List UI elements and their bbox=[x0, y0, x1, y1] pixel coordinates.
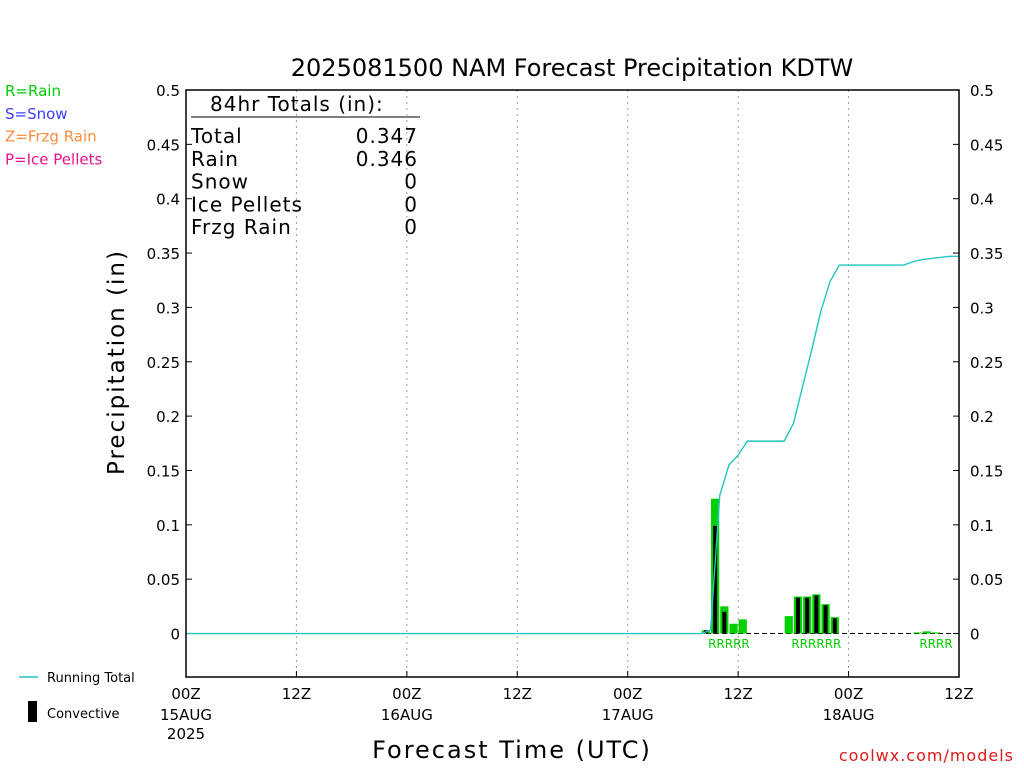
rain-bar bbox=[913, 632, 922, 634]
y-tick-label-left: 0.1 bbox=[156, 517, 180, 535]
y-tick-label-left: 0.35 bbox=[147, 245, 180, 263]
type-key-entry: S=Snow bbox=[5, 105, 68, 123]
y-tick-label-left: 0 bbox=[170, 626, 180, 644]
rain-bar bbox=[931, 632, 941, 634]
y-tick-label-right: 0.3 bbox=[970, 299, 994, 317]
legend-running-total-label: Running Total bbox=[47, 671, 135, 686]
x-tick-label: 00Z bbox=[171, 685, 200, 703]
y-tick-label-right: 0.4 bbox=[970, 191, 994, 209]
y-tick-label-left: 0.05 bbox=[147, 571, 180, 589]
y-tick-label-right: 0.1 bbox=[970, 517, 994, 535]
x-axis-label: Forecast Time (UTC) bbox=[372, 736, 652, 764]
y-tick-label-left: 0.5 bbox=[156, 82, 180, 100]
x-tick-date: 15AUG bbox=[160, 706, 212, 724]
rain-bar bbox=[738, 619, 747, 634]
y-tick-label-right: 0.25 bbox=[970, 354, 1003, 372]
y-tick-label-left: 0.3 bbox=[156, 299, 180, 317]
totals-row-label: Rain bbox=[191, 147, 239, 171]
y-tick-label-right: 0.35 bbox=[970, 245, 1003, 263]
rain-bar bbox=[922, 631, 931, 634]
x-tick-label: 12Z bbox=[503, 685, 532, 703]
precip-type-label: RRRR bbox=[919, 637, 952, 651]
x-tick-date: 17AUG bbox=[602, 706, 654, 724]
y-tick-label-right: 0.2 bbox=[970, 408, 994, 426]
convective-bar bbox=[832, 618, 837, 634]
x-tick-label: 00Z bbox=[834, 685, 863, 703]
x-tick-date: 16AUG bbox=[381, 706, 433, 724]
x-tick-date: 18AUG bbox=[823, 706, 875, 724]
chart-title: 2025081500 NAM Forecast Precipitation KD… bbox=[291, 54, 853, 82]
rain-bar bbox=[784, 616, 793, 634]
y-tick-label-right: 0.5 bbox=[970, 82, 994, 100]
totals-row-label: Snow bbox=[191, 170, 249, 194]
legend-convective-swatch bbox=[28, 701, 37, 722]
totals-row-label: Total bbox=[190, 124, 243, 148]
convective-bar bbox=[713, 525, 718, 634]
totals-row-value: 0 bbox=[404, 192, 418, 216]
x-tick-label: 12Z bbox=[723, 685, 752, 703]
y-tick-label-left: 0.4 bbox=[156, 191, 180, 209]
plot-area: 0.5 0.5 0.45 0.45 0.4 0.4 0.35 0.35 0.3 0.3 0.25 0.… bbox=[147, 82, 1004, 743]
x-tick-label: 00Z bbox=[613, 685, 642, 703]
convective-bar bbox=[814, 595, 819, 634]
convective-bar bbox=[823, 605, 828, 634]
totals-row-value: 0.346 bbox=[356, 147, 418, 171]
y-tick-label-right: 0.45 bbox=[970, 136, 1003, 154]
y-tick-label-left: 0.45 bbox=[147, 136, 180, 154]
y-axis-label: Precipitation (in) bbox=[104, 249, 130, 475]
totals-row-value: 0 bbox=[404, 170, 418, 194]
rain-bar bbox=[729, 623, 738, 634]
totals-row-label: Ice Pellets bbox=[191, 192, 303, 216]
type-key-entry: Z=Frzg Rain bbox=[5, 128, 97, 146]
plot-frame bbox=[185, 89, 960, 678]
x-tick-year: 2025 bbox=[167, 725, 205, 743]
y-tick-label-right: 0.15 bbox=[970, 462, 1003, 480]
precip-type-key: R=Rain S=Snow Z=Frzg Rain P=Ice Pellets bbox=[5, 82, 102, 168]
convective-bar bbox=[795, 597, 800, 634]
running-total-line bbox=[186, 255, 959, 635]
type-key-entry: R=Rain bbox=[5, 82, 61, 100]
totals-row-label: Frzg Rain bbox=[191, 215, 292, 239]
convective-bar bbox=[722, 611, 727, 634]
totals-row-value: 0 bbox=[404, 215, 418, 239]
footer-credit: coolwx.com/models bbox=[839, 746, 1014, 765]
x-tick-label: 00Z bbox=[392, 685, 421, 703]
x-tick-label: 12Z bbox=[944, 685, 973, 703]
precip-type-label: RRRRRR bbox=[791, 637, 841, 651]
y-tick-label-left: 0.15 bbox=[147, 462, 180, 480]
totals-heading: 84hr Totals (in): bbox=[210, 92, 384, 116]
type-key-entry: P=Ice Pellets bbox=[5, 150, 102, 168]
legend-convective-label: Convective bbox=[47, 707, 120, 722]
y-tick-label-right: 0.05 bbox=[970, 571, 1003, 589]
y-tick-label-right: 0 bbox=[970, 626, 980, 644]
convective-bar bbox=[805, 597, 810, 634]
precip-type-label: RRRRR bbox=[708, 637, 750, 651]
y-tick-label-left: 0.2 bbox=[156, 408, 180, 426]
legend: Running Total Convective bbox=[19, 671, 135, 722]
x-tick-label: 12Z bbox=[282, 685, 311, 703]
totals-row-value: 0.347 bbox=[356, 124, 418, 148]
y-tick-label-left: 0.25 bbox=[147, 354, 180, 372]
